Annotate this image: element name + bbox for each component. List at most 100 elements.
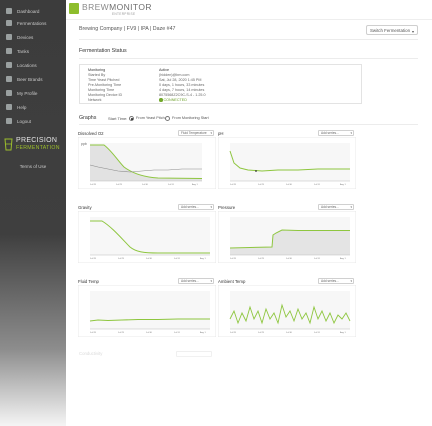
svg-text:Jul 29: Jul 29 bbox=[116, 184, 123, 186]
user-icon bbox=[6, 90, 12, 96]
svg-text:Jul 30: Jul 30 bbox=[286, 258, 293, 260]
radio-from-monitoring-start[interactable] bbox=[165, 116, 170, 121]
sidebar-item-dashboard[interactable]: Dashboard bbox=[0, 5, 66, 17]
radio-label-yeast: From Yeast Pitch bbox=[136, 116, 165, 120]
series-select[interactable]: Fluid Temperature ▾ bbox=[178, 130, 214, 136]
chart-ambient-temp: Jul 28 Jul 29 Jul 30 Jul 31 Aug 1 bbox=[218, 285, 356, 337]
svg-text:Jul 30: Jul 30 bbox=[286, 332, 293, 334]
chart-title: Pressure bbox=[218, 205, 236, 210]
chart-panel-pressure: Pressure Add series... ▾ Jul 28 Jul 29 Jul … bbox=[218, 204, 356, 263]
svg-text:Jul 29: Jul 29 bbox=[258, 332, 265, 334]
svg-text:Jul 31: Jul 31 bbox=[314, 332, 321, 334]
svg-text:Jul 28: Jul 28 bbox=[230, 332, 237, 334]
svg-text:Aug 1: Aug 1 bbox=[200, 331, 206, 334]
caret-down-icon: ▾ bbox=[350, 279, 352, 283]
svg-text:Jul 31: Jul 31 bbox=[174, 332, 181, 334]
status-value: 8075568Z2C9C-S-4 - 1.25.0 bbox=[159, 93, 206, 97]
series-select-label: Fluid Temperature bbox=[181, 131, 207, 135]
caret-down-icon: ▾ bbox=[210, 131, 212, 135]
divider bbox=[79, 124, 418, 125]
sidebar-item-help[interactable]: Help bbox=[0, 101, 66, 113]
sidebar-item-beer-brands[interactable]: Beer Brands bbox=[0, 73, 66, 85]
svg-text:Aug 1: Aug 1 bbox=[340, 183, 346, 186]
chart-ph: Jul 28 Jul 29 Jul 30 Jul 31 Aug 1 bbox=[218, 137, 356, 189]
dashboard-icon bbox=[6, 8, 12, 14]
logo-suffix: MONITOR bbox=[109, 2, 152, 12]
chart-title: Fluid Temp bbox=[78, 279, 99, 284]
svg-text:Jul 28: Jul 28 bbox=[230, 184, 237, 186]
section-title-graphs: Graphs bbox=[79, 115, 97, 121]
chart-pressure: Jul 28 Jul 29 Jul 30 Jul 31 Aug 1 bbox=[218, 211, 356, 263]
device-icon bbox=[6, 34, 12, 40]
location-icon bbox=[6, 62, 12, 68]
beer-icon bbox=[6, 76, 12, 82]
series-select-label: Add series... bbox=[321, 279, 339, 283]
svg-text:Jul 29: Jul 29 bbox=[258, 258, 265, 260]
sidebar-item-label: Logout bbox=[17, 118, 32, 124]
sidebar-item-label: Tanks bbox=[17, 48, 29, 54]
caret-down-icon: ▾ bbox=[411, 29, 414, 34]
svg-text:Jul 29: Jul 29 bbox=[118, 332, 125, 334]
series-select[interactable]: Add series... ▾ bbox=[318, 130, 354, 136]
switch-fermentation-button[interactable]: Switch Fermentation ▾ bbox=[366, 25, 418, 35]
svg-text:Aug 1: Aug 1 bbox=[340, 331, 346, 334]
series-select-label: Add series... bbox=[181, 279, 199, 283]
divider bbox=[79, 58, 418, 59]
sidebar-item-label: Fermentations bbox=[17, 20, 47, 26]
sidebar-item-tanks[interactable]: Tanks bbox=[0, 45, 66, 57]
help-icon bbox=[6, 104, 12, 110]
svg-text:Jul 30: Jul 30 bbox=[146, 332, 153, 334]
chart-gravity: Jul 28 Jul 29 Jul 30 Jul 31 Aug 1 bbox=[78, 211, 216, 263]
brand-line-1: PRECISION bbox=[16, 137, 58, 144]
status-label: Started By bbox=[88, 73, 106, 77]
chart-panel-ambient-temp: Ambient Temp Add series... ▾ Jul 28 Jul 29… bbox=[218, 278, 356, 337]
chart-panel-ph: pH Add series... ▾ Jul 28 Jul 29 Jul 30 Jul … bbox=[218, 130, 356, 189]
sidebar-item-locations[interactable]: Locations bbox=[0, 59, 66, 71]
fade-overlay bbox=[66, 346, 432, 426]
top-bar bbox=[66, 0, 432, 20]
network-status: CONNECTED bbox=[159, 98, 187, 102]
svg-text:Jul 29: Jul 29 bbox=[258, 184, 265, 186]
sidebar-item-fermentations[interactable]: Fermentations bbox=[0, 17, 66, 29]
series-select[interactable]: Add series... ▾ bbox=[178, 204, 214, 210]
status-label: Time Yeast Pitched bbox=[88, 78, 120, 82]
series-select[interactable]: Add series... ▾ bbox=[178, 278, 214, 284]
status-value: (hidden)@bm.com bbox=[159, 73, 190, 77]
section-title-status: Fermentation Status bbox=[79, 48, 127, 54]
chart-panel-fluid-temp: Fluid Temp Add series... ▾ Jul 28 Jul 29 Ju… bbox=[78, 278, 216, 337]
status-value: Active bbox=[159, 68, 170, 72]
connected-icon bbox=[159, 98, 163, 102]
svg-text:Jul 30: Jul 30 bbox=[142, 184, 149, 186]
svg-text:Jul 28: Jul 28 bbox=[230, 258, 237, 260]
sidebar-item-label: Beer Brands bbox=[17, 76, 43, 82]
svg-text:Jul 28: Jul 28 bbox=[90, 332, 97, 334]
series-select[interactable]: Add series... ▾ bbox=[318, 278, 354, 284]
brewmonitor-logo[interactable]: BREWMONITOR bbox=[82, 2, 152, 12]
logout-icon bbox=[6, 118, 12, 124]
status-value: 0 days, 1 hours, 33 minutes bbox=[159, 83, 205, 87]
sidebar-item-my-profile[interactable]: My Profile bbox=[0, 87, 66, 99]
status-value: Sat, Jul 28, 2020 1:45 PM bbox=[159, 78, 202, 82]
sidebar-item-logout[interactable]: Logout bbox=[0, 115, 66, 127]
status-label: Monitoring bbox=[88, 68, 106, 72]
start-time-label: Start Time: bbox=[108, 116, 128, 121]
sidebar-item-label: My Profile bbox=[17, 90, 38, 96]
chart-dissolved-o2: ppb Jul 28 Jul 29 Jul 30 Jul 31 Aug 1 bbox=[78, 137, 216, 189]
breadcrumb: Brewing Company | FV9 | IPA | Daze #47 bbox=[79, 26, 176, 32]
divider bbox=[79, 39, 418, 40]
caret-down-icon: ▾ bbox=[350, 131, 352, 135]
svg-text:Aug 1: Aug 1 bbox=[192, 183, 198, 186]
svg-text:Jul 30: Jul 30 bbox=[146, 258, 153, 260]
svg-text:Jul 28: Jul 28 bbox=[90, 258, 97, 260]
svg-text:Jul 29: Jul 29 bbox=[118, 258, 125, 260]
radio-label-monitoring: From Monitoring Start bbox=[172, 116, 209, 120]
switch-fermentation-label: Switch Fermentation bbox=[370, 27, 411, 33]
terms-link[interactable]: Terms of Use bbox=[19, 164, 47, 169]
sidebar-item-devices[interactable]: Devices bbox=[0, 31, 66, 43]
radio-from-yeast-pitch[interactable] bbox=[129, 116, 134, 121]
sidebar-item-label: Dashboard bbox=[17, 8, 40, 14]
series-select[interactable]: Add series... ▾ bbox=[318, 204, 354, 210]
series-select-label: Add series... bbox=[181, 205, 199, 209]
status-label: Monitoring Device ID bbox=[88, 93, 123, 97]
